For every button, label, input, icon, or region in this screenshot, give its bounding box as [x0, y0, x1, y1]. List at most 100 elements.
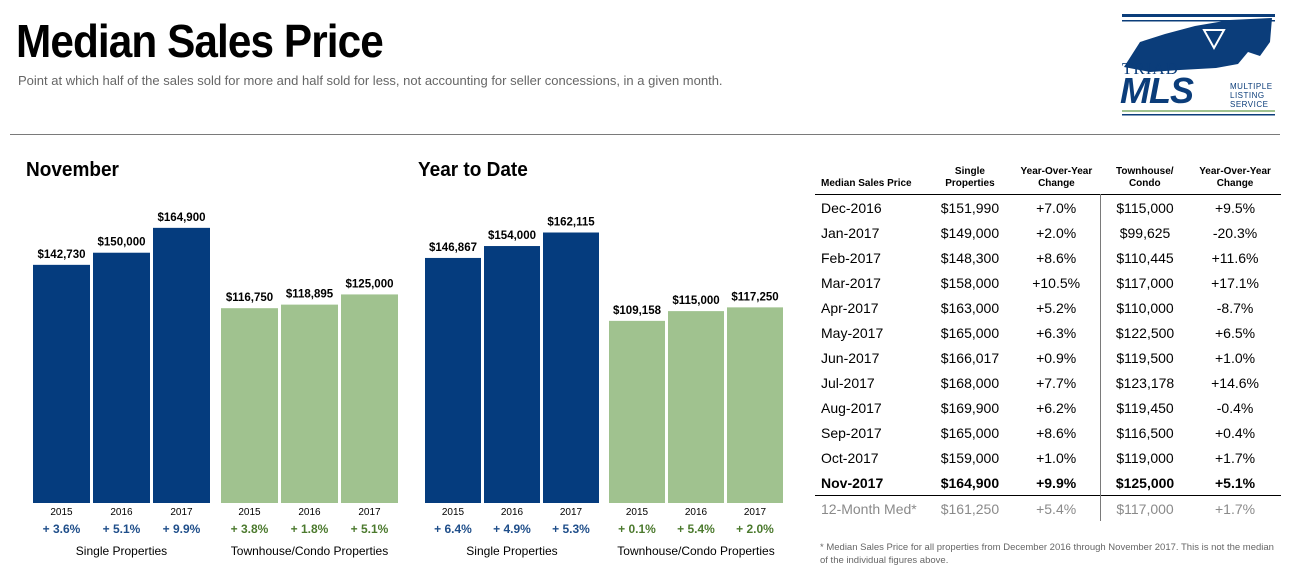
x-tick-label: 2017 — [358, 507, 381, 518]
cell-month: Nov-2017 — [821, 474, 884, 491]
bar-single-2017 — [543, 232, 599, 503]
yoy-change-label: + 5.1% — [103, 522, 141, 536]
cell-townhouse-change: +17.1% — [1211, 274, 1259, 291]
cell-month: Feb-2017 — [821, 249, 881, 266]
monthly-median-table: Median Sales Price Single Properties Yea… — [815, 166, 1281, 521]
table-row: Sep-2017 $165,000 +8.6% $116,500 +0.4% — [815, 420, 1281, 445]
cell-single-change: +7.0% — [1036, 199, 1077, 216]
header-divider — [10, 134, 1280, 135]
cell-single-price: $163,000 — [940, 299, 1000, 316]
cell-single-change: +7.7% — [1036, 374, 1077, 391]
cell-month: May-2017 — [821, 324, 884, 341]
col-header-single-change: Year-Over-Year Change — [1020, 166, 1093, 189]
bar-single-2016 — [93, 252, 150, 503]
ytd-chart-title: Year to Date — [418, 159, 528, 181]
table-row: Jan-2017 $149,000 +2.0% $99,625 -20.3% — [815, 220, 1281, 245]
triad-mls-logo: TRIAD MLS MULTIPLE LISTING SERVICE — [1120, 12, 1275, 116]
bar-value-label: $150,000 — [98, 237, 146, 249]
bar-value-label: $164,900 — [158, 212, 206, 224]
cell-single-price: $149,000 — [940, 224, 1000, 241]
cell-single-change: +5.4% — [1036, 500, 1077, 517]
cell-single-change: +5.2% — [1036, 299, 1077, 316]
cell-month: Mar-2017 — [821, 274, 881, 291]
cell-townhouse-change: -0.4% — [1216, 399, 1254, 416]
cell-single-price: $169,900 — [940, 399, 1000, 416]
yoy-change-label: + 1.8% — [291, 522, 329, 536]
logo-subtext: MULTIPLE LISTING SERVICE — [1230, 82, 1273, 109]
bar-value-label: $142,730 — [38, 249, 86, 261]
cell-single-change: +10.5% — [1032, 274, 1081, 291]
table-row: Mar-2017 $158,000 +10.5% $117,000 +17.1% — [815, 270, 1281, 295]
table-row: Feb-2017 $148,300 +8.6% $110,445 +11.6% — [815, 245, 1281, 270]
bar-value-label: $146,867 — [429, 242, 477, 254]
cell-townhouse-price: $116,500 — [1099, 420, 1190, 445]
cell-townhouse-price: $125,000 — [1099, 470, 1190, 496]
bar-value-label: $117,250 — [731, 291, 778, 303]
bar-value-label: $154,000 — [488, 230, 536, 242]
cell-single-price: $165,000 — [940, 324, 1000, 341]
bar-value-label: $125,000 — [346, 278, 394, 290]
bar-townhouse-2017 — [341, 294, 398, 503]
x-tick-label: 2015 — [238, 507, 261, 518]
cell-single-change: +6.3% — [1036, 324, 1077, 341]
cell-townhouse-change: +1.7% — [1215, 449, 1256, 466]
x-tick-label: 2015 — [442, 507, 465, 518]
bar-townhouse-2015 — [609, 320, 665, 503]
group-label-single: Single Properties — [466, 544, 557, 558]
cell-single-change: +9.9% — [1036, 474, 1077, 491]
yoy-change-label: + 0.1% — [618, 522, 656, 536]
table-row: Oct-2017 $159,000 +1.0% $119,000 +1.7% — [815, 445, 1281, 470]
cell-townhouse-price: $115,000 — [1099, 194, 1190, 220]
cell-single-price: $159,000 — [940, 449, 1000, 466]
group-label-single: Single Properties — [76, 544, 167, 558]
cell-townhouse-change: -8.7% — [1216, 299, 1254, 316]
table-row: Nov-2017 $164,900 +9.9% $125,000 +5.1% — [815, 470, 1281, 496]
yoy-change-label: + 2.0% — [736, 522, 774, 536]
cell-townhouse-price: $110,000 — [1099, 295, 1190, 320]
col-header-single: Single Properties — [945, 166, 995, 189]
bar-value-label: $109,158 — [613, 305, 662, 317]
group-label-townhouse: Townhouse/Condo Properties — [617, 544, 774, 558]
cell-month: Jan-2017 — [821, 224, 880, 241]
cell-townhouse-price: $117,000 — [1099, 270, 1190, 295]
bar-single-2015 — [33, 264, 90, 503]
yoy-change-label: + 5.4% — [677, 522, 715, 536]
x-tick-label: 2017 — [744, 507, 767, 518]
table-row: Aug-2017 $169,900 +6.2% $119,450 -0.4% — [815, 395, 1281, 420]
cell-single-price: $166,017 — [940, 349, 1000, 366]
cell-townhouse-change: +11.6% — [1211, 249, 1259, 266]
bar-charts: $142,730 2015 + 3.6% $150,000 2016 + 5.1% $164… — [33, 212, 783, 558]
x-tick-label: 2016 — [298, 507, 321, 518]
cell-single-change: +8.6% — [1036, 424, 1077, 441]
page-title: Median Sales Price — [16, 15, 384, 67]
table-footnote: * Median Sales Price for all properties … — [820, 542, 1274, 566]
bar-value-label: $162,115 — [547, 216, 595, 228]
group-label-townhouse: Townhouse/Condo Properties — [231, 544, 388, 558]
col-header-townhouse-change: Year-Over-Year Change — [1199, 166, 1271, 189]
cell-townhouse-price: $119,500 — [1099, 345, 1190, 370]
cell-townhouse-change: +14.6% — [1211, 374, 1259, 391]
bar-townhouse-2017 — [727, 307, 783, 503]
yoy-change-label: + 6.4% — [434, 522, 472, 536]
cell-single-change: +2.0% — [1036, 224, 1077, 241]
cell-single-price: $164,900 — [940, 474, 1000, 491]
x-tick-label: 2016 — [685, 507, 708, 518]
cell-single-change: +6.2% — [1036, 399, 1077, 416]
cell-townhouse-change: +1.0% — [1215, 349, 1256, 366]
cell-townhouse-price: $119,000 — [1099, 445, 1190, 470]
bar-townhouse-2016 — [668, 311, 724, 503]
yoy-change-label: + 3.6% — [43, 522, 81, 536]
table-row: Jun-2017 $166,017 +0.9% $119,500 +1.0% — [815, 345, 1281, 370]
yoy-change-label: + 4.9% — [493, 522, 531, 536]
table-summary-row: 12-Month Med* $161,250 +5.4% $117,000 +1.7% — [815, 495, 1281, 521]
cell-month: Jun-2017 — [821, 349, 880, 366]
cell-month: Sep-2017 — [821, 424, 882, 441]
cell-single-price: $151,990 — [940, 199, 1000, 216]
cell-month: 12-Month Med* — [821, 500, 917, 517]
bar-single-2016 — [484, 246, 540, 504]
cell-month: Apr-2017 — [821, 299, 879, 316]
table-row: Dec-2016 $151,990 +7.0% $115,000 +9.5% — [815, 194, 1281, 220]
cell-townhouse-price: $122,500 — [1099, 320, 1190, 345]
yoy-change-label: + 3.8% — [231, 522, 269, 536]
col-header-month: Median Sales Price — [821, 178, 912, 189]
